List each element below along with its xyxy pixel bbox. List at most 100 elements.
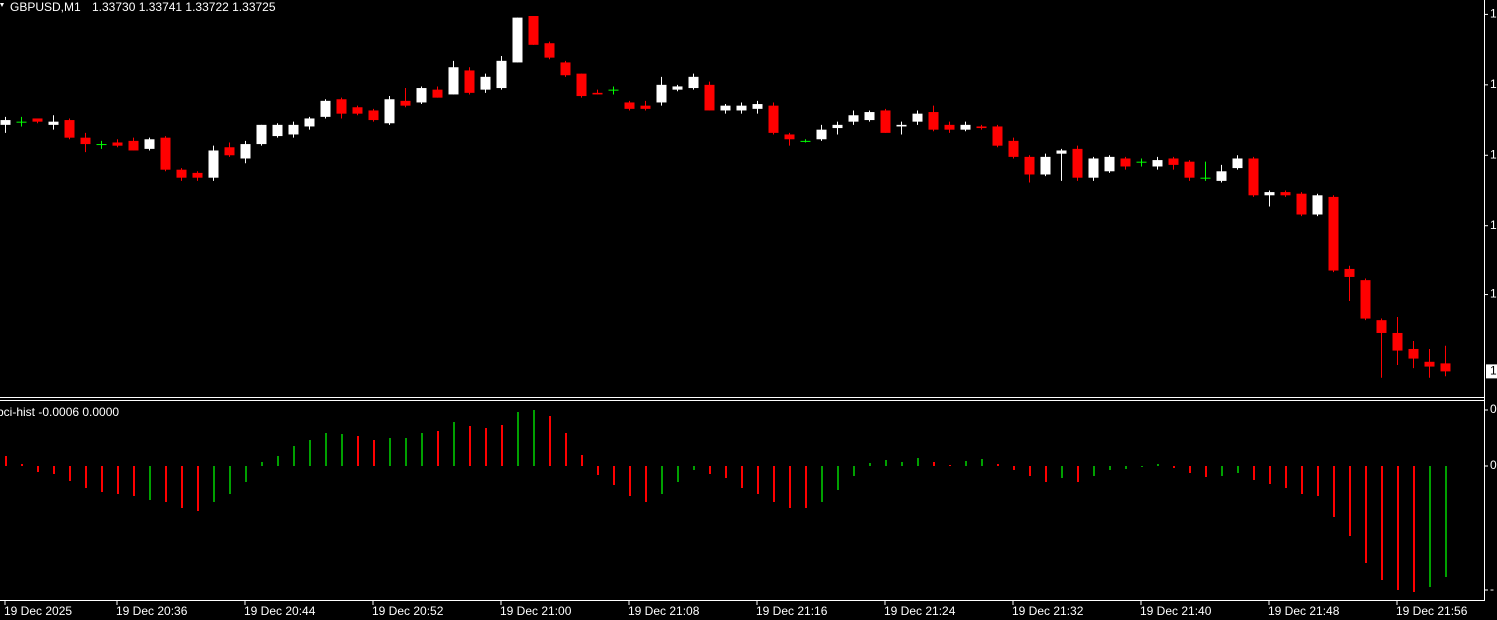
histogram-bar: [981, 459, 983, 466]
candle-body: [48, 121, 59, 125]
candle-body: [448, 67, 459, 95]
candle-body: [592, 92, 603, 95]
candle-body: [1136, 161, 1147, 163]
histogram-bar: [1157, 464, 1159, 466]
histogram-bar: [1109, 466, 1111, 470]
candle-body: [656, 84, 667, 103]
histogram-bar: [21, 464, 23, 466]
histogram-bar: [1381, 466, 1383, 580]
histogram-bar: [437, 431, 439, 466]
candle-body: [976, 126, 987, 129]
collapse-icon[interactable]: [0, 3, 4, 7]
histogram-bar: [1397, 466, 1399, 590]
candle-body: [1232, 158, 1243, 169]
candle-body: [32, 118, 43, 122]
histogram-bar: [949, 465, 951, 466]
candle-body: [96, 144, 107, 146]
candle-body: [1216, 171, 1227, 181]
histogram-bar: [1413, 466, 1415, 592]
histogram-bar: [1237, 466, 1239, 473]
histogram-bar: [1301, 466, 1303, 494]
y-tick-label: 1: [1490, 218, 1497, 232]
candle-body: [1344, 268, 1355, 277]
histogram-bar: [597, 466, 599, 475]
histogram-bar: [1253, 466, 1255, 480]
histogram-bar: [741, 466, 743, 488]
candle-body: [432, 89, 443, 98]
histogram-bar: [1429, 466, 1431, 587]
candle-body: [336, 99, 347, 114]
indicator-title: bci-hist -0.0006 0.0000: [0, 405, 119, 419]
candle-body: [384, 99, 395, 124]
histogram-bar: [309, 440, 311, 466]
y-tick-label: 1: [1490, 287, 1497, 301]
histogram-bar: [1045, 466, 1047, 482]
current-price-box: [1486, 364, 1497, 379]
histogram-bar: [869, 463, 871, 466]
candle-body: [1104, 156, 1115, 172]
histogram-bar: [853, 466, 855, 476]
histogram-bar: [133, 466, 135, 496]
y-tick-label: -: [1490, 582, 1494, 596]
histogram-bar: [181, 466, 183, 508]
candle-body: [304, 118, 315, 127]
candle-body: [928, 112, 939, 130]
histogram-bar: [149, 466, 151, 500]
candle-body: [1264, 192, 1275, 196]
histogram-bar: [1029, 466, 1031, 476]
candle-body: [144, 139, 155, 149]
candle-body: [1328, 196, 1339, 271]
histogram-bar: [1317, 466, 1319, 496]
histogram-bar: [693, 466, 695, 470]
candle-body: [176, 169, 187, 178]
candle-body: [1248, 158, 1259, 196]
candle-body: [496, 60, 507, 89]
histogram-bar: [69, 466, 71, 481]
histogram-bar: [245, 466, 247, 482]
x-tick-label: 19 Dec 21:08: [628, 604, 700, 618]
candle-body: [1024, 156, 1035, 175]
histogram-bar: [1013, 466, 1015, 470]
candle-body: [1040, 156, 1051, 175]
histogram-bar: [341, 434, 343, 466]
candle-body: [1088, 158, 1099, 178]
candle-body: [560, 62, 571, 76]
candle-body: [1424, 361, 1435, 367]
y-tick-label: 1: [1490, 77, 1497, 91]
candle-body: [672, 86, 683, 90]
candle-body: [208, 150, 219, 178]
candle-body: [992, 126, 1003, 146]
histogram-bar: [677, 466, 679, 482]
candle-body: [400, 100, 411, 106]
candle-body: [832, 124, 843, 129]
histogram-bar: [725, 466, 727, 478]
candle-body: [1392, 332, 1403, 351]
histogram-bar: [53, 466, 55, 474]
candle-body: [896, 124, 907, 127]
histogram-bar: [357, 436, 359, 466]
candle-body: [160, 137, 171, 170]
histogram-bar: [757, 466, 759, 494]
y-tick-label: 0: [1490, 402, 1497, 416]
x-tick-label: 19 Dec 21:00: [500, 604, 572, 618]
candle-body: [784, 134, 795, 140]
histogram-bar: [117, 466, 119, 494]
histogram-bar: [165, 466, 167, 502]
histogram-bar: [773, 466, 775, 502]
histogram-bar: [85, 466, 87, 488]
histogram-bar: [293, 446, 295, 466]
candle-body: [240, 144, 251, 159]
candle-body: [736, 105, 747, 111]
candle-body: [1184, 161, 1195, 178]
candle-body: [880, 110, 891, 133]
y-tick-label: 1: [1490, 147, 1497, 161]
candle-body: [704, 84, 715, 111]
candle-body: [944, 124, 955, 130]
candle-body: [112, 142, 123, 146]
histogram-bar: [197, 466, 199, 511]
histogram-bar: [805, 466, 807, 508]
y-tick-label: 1: [1490, 7, 1497, 21]
candle-body: [544, 43, 555, 58]
histogram-bar: [629, 466, 631, 496]
candle-body: [368, 110, 379, 121]
